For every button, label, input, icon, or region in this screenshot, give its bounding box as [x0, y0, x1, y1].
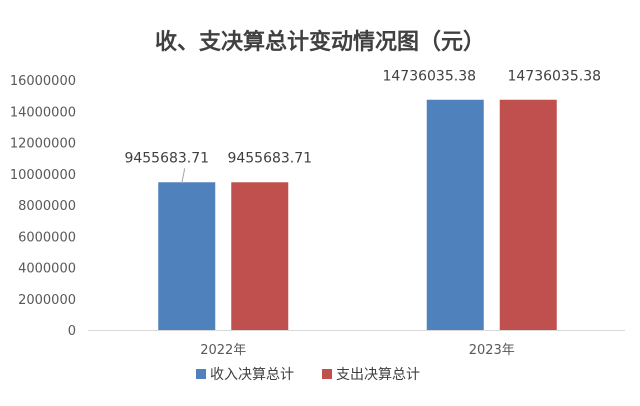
- legend-swatch: [322, 369, 332, 379]
- data-label-leader: [181, 168, 186, 184]
- y-tick-label: 6000000: [18, 230, 76, 245]
- chart-title: 收、支决算总计变动情况图（元）: [155, 29, 485, 55]
- legend: 收入决算总计 支出决算总计: [196, 367, 420, 383]
- y-tick-label: 16000000: [10, 74, 76, 89]
- bar: [158, 182, 216, 330]
- bar: [231, 182, 289, 330]
- x-tick-label: 2023年: [469, 343, 515, 358]
- legend-label: 收入决算总计: [210, 367, 294, 383]
- y-tick-label: 0: [68, 324, 76, 339]
- data-label: 14736035.38: [507, 69, 601, 85]
- legend-label: 支出决算总计: [336, 367, 420, 383]
- data-label: 9455683.71: [124, 150, 209, 166]
- x-tick-label: 2022年: [200, 343, 246, 358]
- y-axis: 0 2000000 4000000 6000000 8000000 10000000 120…: [10, 74, 76, 339]
- y-tick-label: 10000000: [10, 168, 76, 183]
- y-tick-label: 4000000: [18, 262, 76, 277]
- legend-swatch: [196, 369, 206, 379]
- y-tick-label: 12000000: [10, 137, 76, 152]
- bar: [499, 99, 557, 330]
- y-tick-label: 14000000: [10, 105, 76, 120]
- data-label: 14736035.38: [382, 69, 476, 85]
- data-labels-group: 9455683.71 9455683.71 14736035.38 14736035.…: [124, 69, 601, 184]
- y-tick-label: 8000000: [18, 199, 76, 214]
- x-axis: 2022年 2023年: [88, 330, 625, 358]
- bar: [426, 99, 484, 330]
- y-tick-label: 2000000: [18, 293, 76, 308]
- data-label: 9455683.71: [227, 150, 312, 166]
- bars-group: [158, 99, 557, 330]
